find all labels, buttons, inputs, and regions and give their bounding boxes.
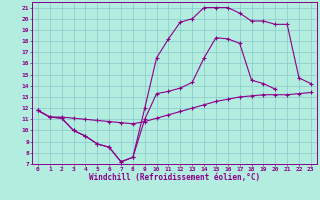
X-axis label: Windchill (Refroidissement éolien,°C): Windchill (Refroidissement éolien,°C): [89, 173, 260, 182]
